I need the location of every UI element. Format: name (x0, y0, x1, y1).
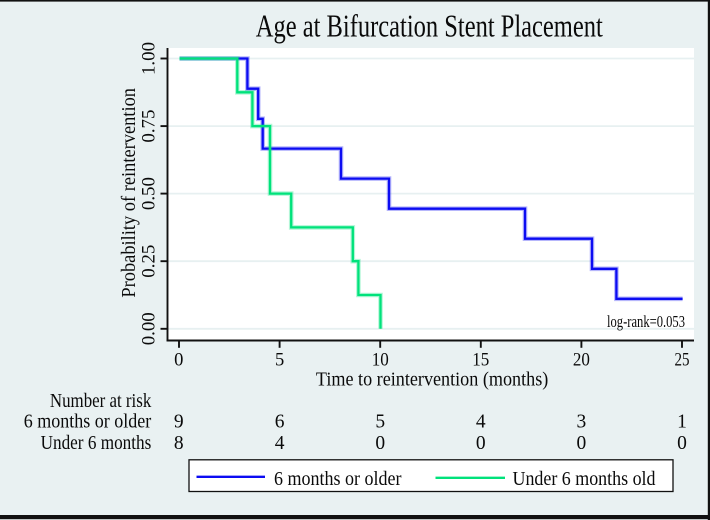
svg-text:0.50: 0.50 (139, 177, 159, 210)
svg-text:Time to reintervention (months: Time to reintervention (months) (316, 369, 548, 391)
svg-text:6 months or older: 6 months or older (274, 469, 402, 490)
svg-text:0: 0 (375, 433, 385, 454)
svg-text:4: 4 (275, 433, 285, 454)
svg-text:10: 10 (372, 351, 389, 371)
svg-text:Age at Bifurcation Stent Place: Age at Bifurcation Stent Placement (256, 9, 603, 44)
svg-text:8: 8 (174, 433, 184, 454)
svg-text:Probability of reintervention: Probability of reintervention (118, 88, 140, 298)
svg-text:6 months or older: 6 months or older (24, 412, 152, 433)
svg-text:Under 6 months old: Under 6 months old (513, 469, 656, 490)
svg-text:0: 0 (476, 433, 486, 454)
svg-text:1.00: 1.00 (139, 42, 159, 75)
svg-text:1: 1 (677, 412, 687, 433)
svg-text:log-rank=0.053: log-rank=0.053 (607, 312, 685, 331)
svg-text:0: 0 (174, 351, 183, 371)
svg-text:25: 25 (675, 351, 690, 371)
svg-text:0.75: 0.75 (139, 110, 159, 143)
svg-text:0.25: 0.25 (139, 245, 159, 278)
svg-text:5: 5 (275, 351, 284, 371)
svg-text:9: 9 (174, 412, 184, 433)
svg-text:20: 20 (573, 351, 590, 371)
svg-text:Under 6 months: Under 6 months (41, 433, 152, 454)
svg-text:6: 6 (275, 412, 285, 433)
svg-text:15: 15 (472, 351, 489, 371)
svg-text:0: 0 (577, 433, 587, 454)
svg-text:Number at risk: Number at risk (50, 391, 152, 412)
svg-text:0.00: 0.00 (139, 312, 159, 345)
svg-text:0: 0 (677, 433, 687, 454)
svg-text:3: 3 (577, 412, 587, 433)
svg-text:5: 5 (375, 412, 385, 433)
svg-text:4: 4 (476, 412, 486, 433)
